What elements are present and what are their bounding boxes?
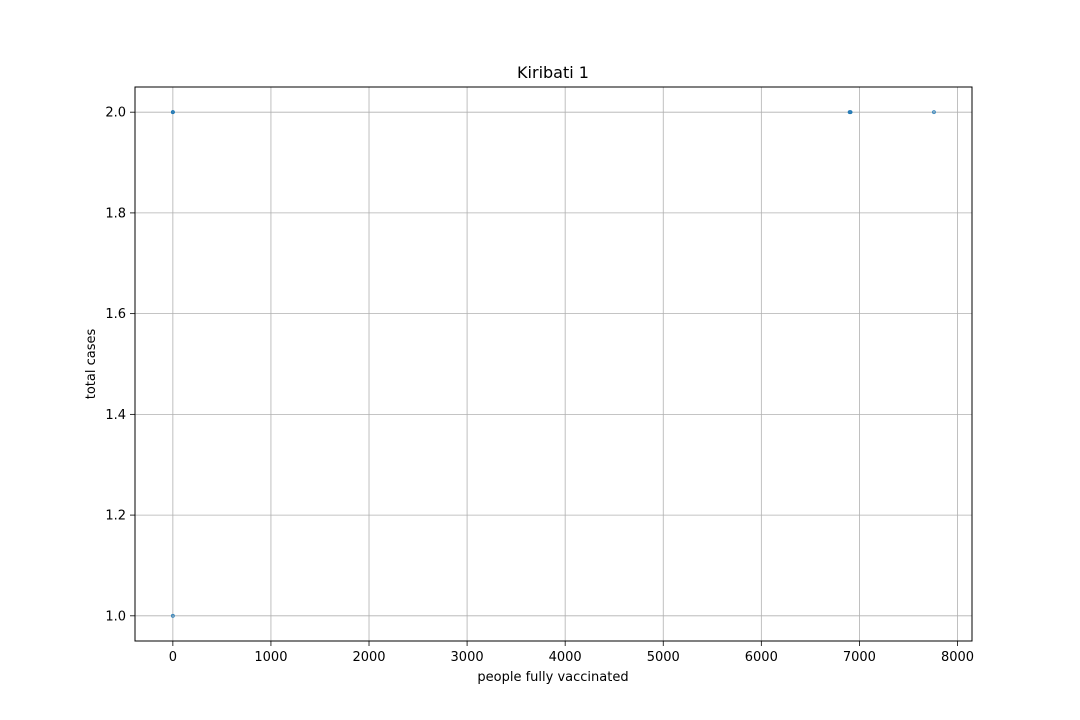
data-point xyxy=(170,613,175,618)
chart-title: Kiribati 1 xyxy=(517,63,589,82)
x-tick-label: 7000 xyxy=(843,650,876,665)
x-axis: 0 1000 2000 3000 4000 5000 6000 7000 8000 xyxy=(169,641,974,665)
x-tick-label: 3000 xyxy=(451,650,484,665)
data-point xyxy=(170,110,175,115)
y-tick-label: 1.0 xyxy=(105,609,126,624)
y-tick-label: 1.2 xyxy=(105,509,126,524)
x-tick-label: 1000 xyxy=(254,650,287,665)
data-point xyxy=(932,110,936,115)
x-tick-label: 4000 xyxy=(549,650,582,665)
y-axis: 1.0 1.2 1.4 1.6 1.8 2.0 xyxy=(105,106,135,624)
y-tick-label: 1.4 xyxy=(105,408,126,423)
x-tick-label: 6000 xyxy=(745,650,778,665)
x-tick-label: 2000 xyxy=(352,650,385,665)
y-tick-label: 1.6 xyxy=(105,307,126,322)
x-tick-label: 8000 xyxy=(941,650,974,665)
x-axis-label: people fully vaccinated xyxy=(477,670,628,685)
y-tick-label: 1.8 xyxy=(105,206,126,221)
data-point xyxy=(848,110,853,115)
data-points xyxy=(170,110,936,618)
plot-frame xyxy=(134,86,973,642)
x-tick-label: 5000 xyxy=(647,650,680,665)
y-axis-label: total cases xyxy=(84,329,99,400)
x-tick-label: 0 xyxy=(169,650,177,665)
y-tick-label: 2.0 xyxy=(105,106,126,121)
grid xyxy=(135,87,972,641)
